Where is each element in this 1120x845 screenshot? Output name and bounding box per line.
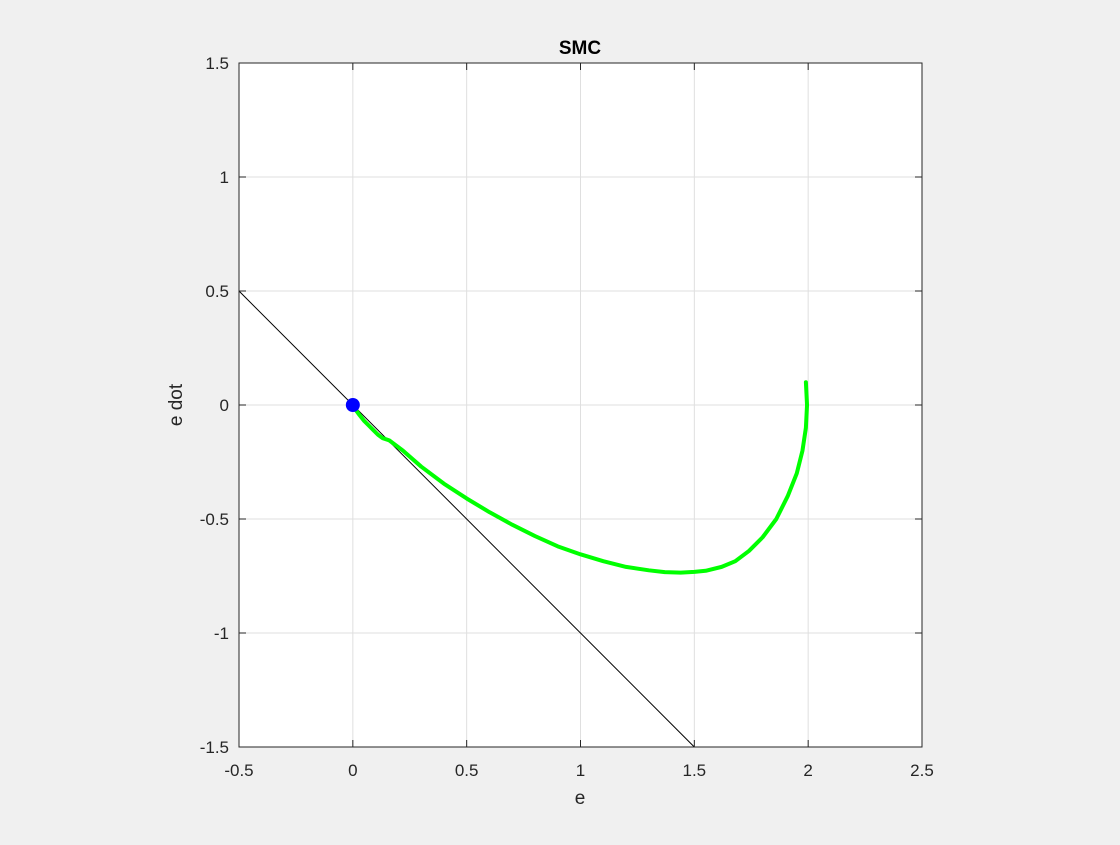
y-axis-label: e dot [166, 383, 187, 426]
sliding-surface-line [238, 290, 695, 748]
x-tick-label: 1 [576, 761, 585, 780]
series-layer [238, 290, 810, 748]
y-tick-label: 1.5 [205, 54, 229, 73]
x-axis-label: e [575, 788, 586, 809]
x-tick-label: 2.5 [910, 761, 934, 780]
x-tick-label: -0.5 [224, 761, 253, 780]
x-tick-label: 2 [803, 761, 812, 780]
y-tick-label: 0.5 [205, 282, 229, 301]
trajectory-line [351, 380, 810, 575]
chart-title: SMC [559, 38, 602, 59]
y-tick-label: 0 [220, 396, 229, 415]
y-tick-label: -1.5 [200, 738, 229, 757]
origin-point-marker [345, 398, 360, 412]
y-tick-label: -0.5 [200, 510, 229, 529]
y-tick-label: -1 [214, 624, 229, 643]
y-tick-label: 1 [220, 168, 229, 187]
tick-layer: -0.5 0 0.5 1 1.5 2 2.5 -1.5 -1 -0.5 0 0.5 1 1.5 [200, 54, 934, 780]
x-tick-label: 0 [348, 761, 357, 780]
x-tick-label: 1.5 [683, 761, 707, 780]
x-tick-label: 0.5 [455, 761, 479, 780]
